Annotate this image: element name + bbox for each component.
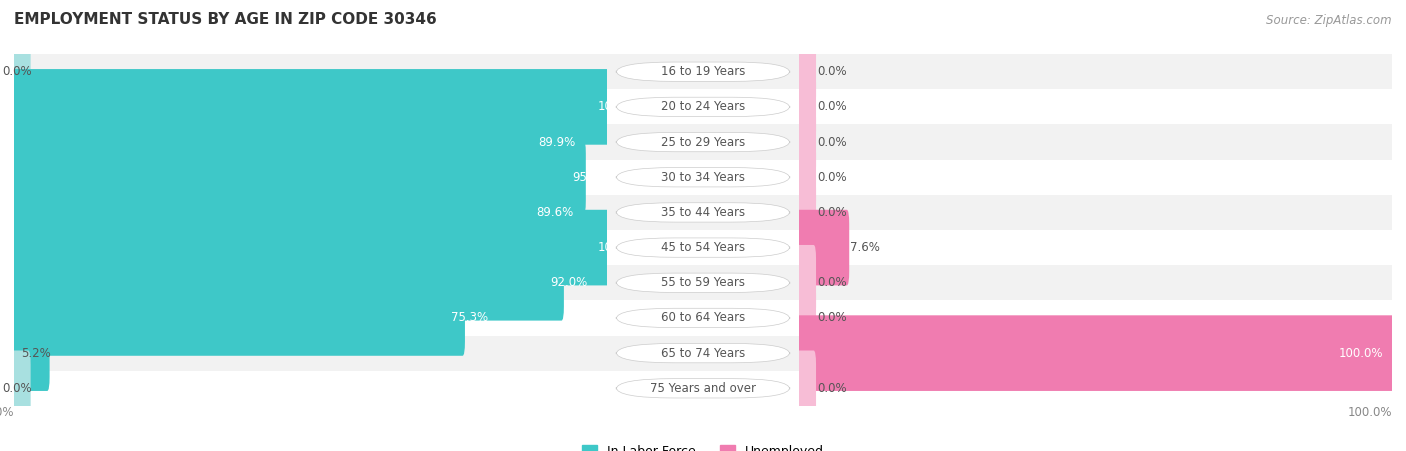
Text: 75 Years and over: 75 Years and over: [650, 382, 756, 395]
Bar: [800, 336, 1392, 371]
Text: 5.2%: 5.2%: [21, 347, 51, 359]
Text: 7.6%: 7.6%: [851, 241, 880, 254]
Bar: [14, 265, 606, 300]
Text: 0.0%: 0.0%: [817, 136, 846, 148]
Bar: [14, 124, 606, 160]
FancyBboxPatch shape: [794, 210, 849, 285]
Bar: [606, 89, 800, 124]
FancyBboxPatch shape: [10, 69, 612, 145]
Bar: [14, 300, 606, 336]
FancyBboxPatch shape: [616, 273, 790, 292]
Bar: [800, 195, 1392, 230]
Text: 60 to 64 Years: 60 to 64 Years: [661, 312, 745, 324]
FancyBboxPatch shape: [616, 308, 790, 327]
Text: 95.7%: 95.7%: [572, 171, 609, 184]
Text: 16 to 19 Years: 16 to 19 Years: [661, 65, 745, 78]
Bar: [14, 336, 606, 371]
Bar: [14, 371, 606, 406]
Bar: [606, 160, 800, 195]
Bar: [14, 160, 606, 195]
FancyBboxPatch shape: [616, 203, 790, 222]
FancyBboxPatch shape: [616, 97, 790, 116]
FancyBboxPatch shape: [616, 344, 790, 363]
Bar: [606, 54, 800, 89]
Bar: [800, 124, 1392, 160]
Bar: [606, 124, 800, 160]
FancyBboxPatch shape: [616, 168, 790, 187]
FancyBboxPatch shape: [794, 139, 815, 215]
Bar: [800, 371, 1392, 406]
Text: 20 to 24 Years: 20 to 24 Years: [661, 101, 745, 113]
Text: 100.0%: 100.0%: [598, 241, 643, 254]
Text: 100.0%: 100.0%: [1339, 347, 1384, 359]
Text: 100.0%: 100.0%: [598, 101, 643, 113]
Legend: In Labor Force, Unemployed: In Labor Force, Unemployed: [576, 440, 830, 451]
Bar: [800, 54, 1392, 89]
Text: 55 to 59 Years: 55 to 59 Years: [661, 276, 745, 289]
Text: 0.0%: 0.0%: [817, 101, 846, 113]
FancyBboxPatch shape: [794, 315, 1396, 391]
FancyBboxPatch shape: [616, 62, 790, 81]
Bar: [606, 230, 800, 265]
Bar: [800, 160, 1392, 195]
FancyBboxPatch shape: [10, 315, 49, 391]
FancyBboxPatch shape: [10, 34, 31, 110]
Bar: [606, 265, 800, 300]
FancyBboxPatch shape: [616, 379, 790, 398]
Text: 25 to 29 Years: 25 to 29 Years: [661, 136, 745, 148]
Text: 0.0%: 0.0%: [817, 276, 846, 289]
FancyBboxPatch shape: [794, 350, 815, 426]
Bar: [606, 371, 800, 406]
Text: 30 to 34 Years: 30 to 34 Years: [661, 171, 745, 184]
FancyBboxPatch shape: [794, 175, 815, 250]
FancyBboxPatch shape: [616, 238, 790, 257]
Text: 0.0%: 0.0%: [817, 382, 846, 395]
Text: Source: ZipAtlas.com: Source: ZipAtlas.com: [1267, 14, 1392, 27]
FancyBboxPatch shape: [794, 69, 815, 145]
Bar: [800, 89, 1392, 124]
Text: 100.0%: 100.0%: [0, 406, 14, 419]
FancyBboxPatch shape: [794, 104, 815, 180]
FancyBboxPatch shape: [10, 139, 586, 215]
FancyBboxPatch shape: [10, 104, 551, 180]
Bar: [606, 195, 800, 230]
Bar: [14, 54, 606, 89]
FancyBboxPatch shape: [10, 245, 564, 321]
FancyBboxPatch shape: [10, 210, 612, 285]
FancyBboxPatch shape: [794, 34, 815, 110]
FancyBboxPatch shape: [794, 280, 815, 356]
FancyBboxPatch shape: [616, 133, 790, 152]
Bar: [800, 300, 1392, 336]
Text: 0.0%: 0.0%: [817, 65, 846, 78]
Bar: [606, 300, 800, 336]
FancyBboxPatch shape: [10, 280, 465, 356]
Text: 45 to 54 Years: 45 to 54 Years: [661, 241, 745, 254]
Text: 92.0%: 92.0%: [550, 276, 588, 289]
Bar: [14, 230, 606, 265]
Bar: [14, 89, 606, 124]
FancyBboxPatch shape: [794, 245, 815, 321]
Text: 0.0%: 0.0%: [3, 65, 32, 78]
Bar: [800, 230, 1392, 265]
Text: 0.0%: 0.0%: [817, 171, 846, 184]
Text: 0.0%: 0.0%: [817, 206, 846, 219]
Text: 0.0%: 0.0%: [3, 382, 32, 395]
Bar: [800, 265, 1392, 300]
Text: 0.0%: 0.0%: [817, 312, 846, 324]
Text: 100.0%: 100.0%: [1347, 406, 1392, 419]
FancyBboxPatch shape: [10, 175, 550, 250]
Text: 75.3%: 75.3%: [451, 312, 488, 324]
Text: 35 to 44 Years: 35 to 44 Years: [661, 206, 745, 219]
Text: EMPLOYMENT STATUS BY AGE IN ZIP CODE 30346: EMPLOYMENT STATUS BY AGE IN ZIP CODE 303…: [14, 12, 437, 27]
Bar: [606, 336, 800, 371]
Text: 89.9%: 89.9%: [538, 136, 575, 148]
Text: 89.6%: 89.6%: [536, 206, 574, 219]
FancyBboxPatch shape: [10, 350, 31, 426]
Text: 65 to 74 Years: 65 to 74 Years: [661, 347, 745, 359]
Bar: [14, 195, 606, 230]
